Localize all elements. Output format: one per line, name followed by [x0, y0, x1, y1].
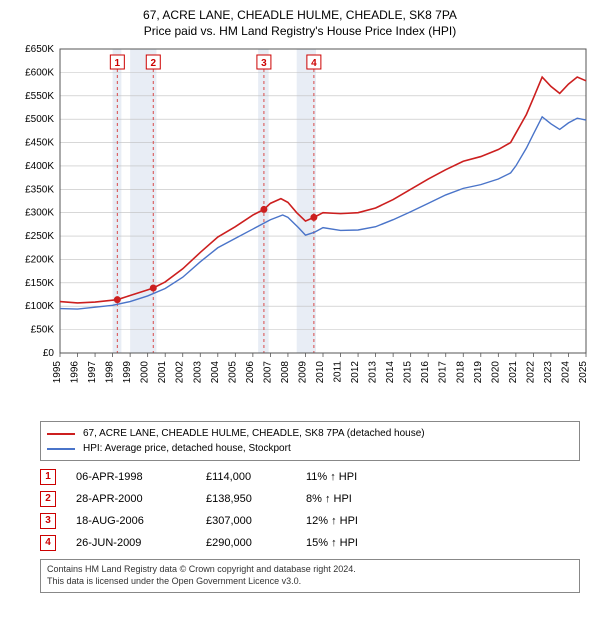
svg-text:2025: 2025: [578, 361, 589, 384]
sale-row: 1 06-APR-1998£114,00011% ↑ HPI: [40, 469, 580, 485]
svg-text:2001: 2001: [157, 361, 168, 384]
title-line-2: Price paid vs. HM Land Registry's House …: [10, 24, 590, 40]
sale-price: £307,000: [206, 515, 306, 527]
chart-title: 67, ACRE LANE, CHEADLE HULME, CHEADLE, S…: [10, 8, 590, 39]
svg-text:1: 1: [115, 58, 121, 69]
sales-table: 1 06-APR-1998£114,00011% ↑ HPI 2 28-APR-200…: [40, 469, 580, 551]
svg-text:2000: 2000: [140, 361, 151, 384]
svg-text:£200K: £200K: [25, 255, 54, 266]
svg-text:1999: 1999: [122, 361, 133, 384]
sale-date: 06-APR-1998: [76, 471, 206, 483]
svg-text:£600K: £600K: [25, 68, 54, 79]
sale-diff: 8% ↑ HPI: [306, 493, 406, 505]
svg-text:£450K: £450K: [25, 138, 54, 149]
footer-line-2: This data is licensed under the Open Gov…: [47, 576, 573, 588]
sale-price: £290,000: [206, 537, 306, 549]
svg-text:2014: 2014: [385, 361, 396, 384]
svg-text:2018: 2018: [455, 361, 466, 384]
svg-text:2005: 2005: [227, 361, 238, 384]
svg-text:2017: 2017: [438, 361, 449, 384]
svg-text:2019: 2019: [473, 361, 484, 384]
sale-marker: 3: [40, 513, 56, 529]
svg-text:2010: 2010: [315, 361, 326, 384]
svg-text:£650K: £650K: [25, 44, 54, 55]
svg-text:£0: £0: [43, 348, 55, 359]
svg-text:2003: 2003: [192, 361, 203, 384]
svg-text:2021: 2021: [508, 361, 519, 384]
sale-date: 28-APR-2000: [76, 493, 206, 505]
sale-diff: 11% ↑ HPI: [306, 471, 406, 483]
svg-text:£100K: £100K: [25, 301, 54, 312]
sale-marker: 1: [40, 469, 56, 485]
svg-text:2013: 2013: [368, 361, 379, 384]
svg-text:2012: 2012: [350, 361, 361, 384]
sale-marker: 4: [40, 535, 56, 551]
sale-price: £138,950: [206, 493, 306, 505]
svg-text:£250K: £250K: [25, 231, 54, 242]
svg-text:2020: 2020: [490, 361, 501, 384]
svg-text:3: 3: [261, 58, 267, 69]
sale-diff: 12% ↑ HPI: [306, 515, 406, 527]
svg-text:2002: 2002: [175, 361, 186, 384]
legend-row: 67, ACRE LANE, CHEADLE HULME, CHEADLE, S…: [47, 426, 573, 441]
sale-row: 2 28-APR-2000£138,9508% ↑ HPI: [40, 491, 580, 507]
svg-text:2016: 2016: [420, 361, 431, 384]
sale-price: £114,000: [206, 471, 306, 483]
svg-text:2008: 2008: [280, 361, 291, 384]
legend-label: 67, ACRE LANE, CHEADLE HULME, CHEADLE, S…: [83, 426, 425, 441]
legend: 67, ACRE LANE, CHEADLE HULME, CHEADLE, S…: [40, 421, 580, 461]
sale-row: 4 26-JUN-2009£290,00015% ↑ HPI: [40, 535, 580, 551]
svg-text:2024: 2024: [560, 361, 571, 384]
svg-text:1996: 1996: [70, 361, 81, 384]
svg-text:1995: 1995: [52, 361, 63, 384]
legend-swatch: [47, 448, 75, 450]
svg-text:2009: 2009: [297, 361, 308, 384]
svg-text:1998: 1998: [105, 361, 116, 384]
svg-text:£550K: £550K: [25, 91, 54, 102]
sale-date: 18-AUG-2006: [76, 515, 206, 527]
sale-date: 26-JUN-2009: [76, 537, 206, 549]
price-chart: £0 £50K £100K £150K £200K £250K £300K £350K £400…: [10, 43, 590, 403]
sale-row: 3 18-AUG-2006£307,00012% ↑ HPI: [40, 513, 580, 529]
title-line-1: 67, ACRE LANE, CHEADLE HULME, CHEADLE, S…: [10, 8, 590, 24]
svg-text:2011: 2011: [333, 361, 344, 383]
sale-marker: 2: [40, 491, 56, 507]
svg-text:2007: 2007: [262, 361, 273, 384]
svg-text:£350K: £350K: [25, 184, 54, 195]
svg-text:4: 4: [311, 58, 317, 69]
sale-diff: 15% ↑ HPI: [306, 537, 406, 549]
legend-swatch: [47, 433, 75, 435]
svg-text:2015: 2015: [403, 361, 414, 384]
svg-text:£300K: £300K: [25, 208, 54, 219]
attribution-footer: Contains HM Land Registry data © Crown c…: [40, 559, 580, 592]
svg-text:1997: 1997: [87, 361, 98, 384]
svg-text:2004: 2004: [210, 361, 221, 384]
svg-text:2006: 2006: [245, 361, 256, 384]
svg-text:2022: 2022: [525, 361, 536, 384]
svg-text:2: 2: [150, 58, 156, 69]
svg-text:£400K: £400K: [25, 161, 54, 172]
svg-text:£150K: £150K: [25, 278, 54, 289]
svg-text:£500K: £500K: [25, 114, 54, 125]
svg-text:£50K: £50K: [31, 325, 55, 336]
svg-text:2023: 2023: [543, 361, 554, 384]
legend-row: HPI: Average price, detached house, Stoc…: [47, 441, 573, 456]
legend-label: HPI: Average price, detached house, Stoc…: [83, 441, 291, 456]
footer-line-1: Contains HM Land Registry data © Crown c…: [47, 564, 573, 576]
